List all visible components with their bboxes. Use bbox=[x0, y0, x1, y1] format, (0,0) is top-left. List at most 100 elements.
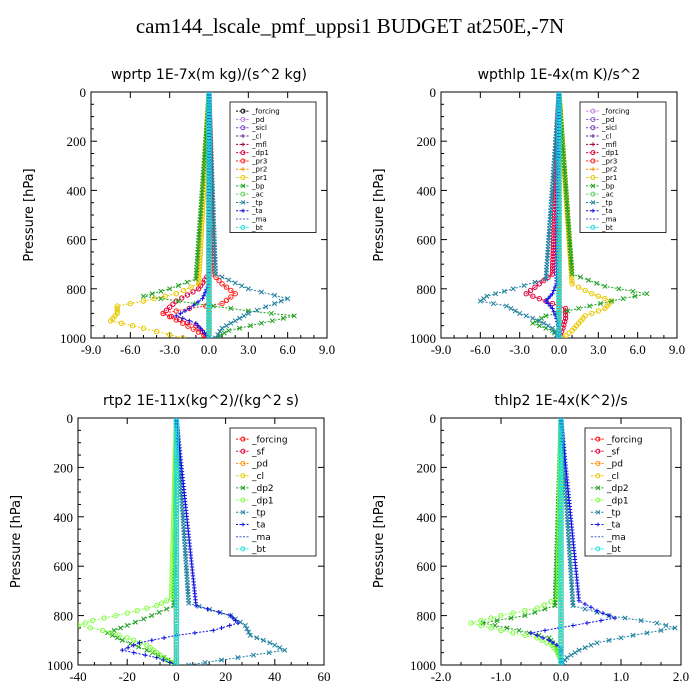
data-point bbox=[210, 303, 216, 309]
legend-entry: _pd bbox=[591, 460, 623, 470]
legend-label: _sf bbox=[606, 447, 620, 457]
x-tick-label: 6.0 bbox=[280, 342, 296, 357]
data-point bbox=[570, 603, 576, 609]
data-point bbox=[556, 187, 562, 193]
series-ta bbox=[120, 418, 241, 665]
data-point bbox=[118, 320, 125, 326]
data-point bbox=[140, 298, 147, 304]
data-point bbox=[558, 433, 564, 439]
data-point bbox=[168, 592, 175, 599]
data-point bbox=[558, 424, 564, 430]
legend-label: _bp bbox=[601, 182, 615, 190]
data-point bbox=[556, 216, 562, 223]
legend-marker bbox=[595, 546, 601, 552]
data-point bbox=[468, 620, 474, 626]
legend-label: _dp1 bbox=[601, 149, 619, 157]
data-point bbox=[235, 655, 241, 661]
y-tick-label: 200 bbox=[54, 460, 74, 475]
data-point bbox=[558, 430, 564, 436]
data-point bbox=[545, 296, 551, 301]
x-tick-label: -6.0 bbox=[470, 342, 491, 357]
legend-marker bbox=[240, 183, 246, 189]
data-point bbox=[173, 507, 180, 513]
data-point bbox=[198, 325, 203, 331]
data-point bbox=[202, 330, 207, 336]
data-point bbox=[167, 286, 173, 292]
data-point bbox=[173, 504, 180, 510]
data-point bbox=[219, 281, 225, 287]
data-point bbox=[173, 474, 180, 481]
y-tick-label: 200 bbox=[67, 134, 87, 149]
y-tick-label: 800 bbox=[54, 609, 74, 624]
data-point bbox=[90, 617, 96, 624]
data-point bbox=[173, 433, 180, 439]
data-point bbox=[206, 166, 212, 172]
legend-marker bbox=[590, 158, 596, 164]
data-point bbox=[556, 118, 562, 125]
data-point bbox=[492, 622, 498, 629]
data-point bbox=[530, 293, 536, 299]
data-point bbox=[173, 623, 180, 630]
legend-label: _sf bbox=[251, 447, 265, 457]
legend-entry: _bt bbox=[586, 224, 613, 232]
data-point bbox=[173, 442, 180, 448]
data-point bbox=[206, 178, 212, 184]
legend-marker bbox=[595, 461, 601, 466]
data-point bbox=[154, 603, 160, 609]
data-point bbox=[528, 630, 534, 636]
data-point bbox=[235, 620, 241, 626]
data-point bbox=[480, 620, 486, 626]
data-point bbox=[99, 627, 106, 634]
data-point bbox=[173, 653, 180, 659]
legend-label: _ma bbox=[251, 216, 267, 224]
data-point bbox=[490, 301, 496, 307]
legend-label: _dp1 bbox=[251, 496, 274, 506]
legend-label: _pd bbox=[606, 460, 623, 470]
data-point bbox=[558, 650, 564, 656]
data-point bbox=[556, 335, 562, 338]
data-point bbox=[206, 142, 212, 149]
data-point bbox=[278, 298, 284, 304]
data-point bbox=[556, 133, 562, 140]
legend-label: _dp2 bbox=[606, 484, 629, 494]
y-tick-label: 600 bbox=[54, 559, 74, 574]
data-point bbox=[556, 311, 562, 317]
data-point bbox=[552, 328, 558, 334]
data-point bbox=[504, 625, 510, 631]
data-point bbox=[173, 584, 180, 591]
y-tick-label: 400 bbox=[54, 510, 74, 525]
legend-marker bbox=[590, 200, 596, 205]
data-point bbox=[173, 629, 180, 635]
data-point bbox=[173, 573, 180, 579]
legend-entry: _tp bbox=[591, 508, 621, 518]
data-point bbox=[160, 310, 166, 317]
data-point bbox=[541, 277, 547, 284]
data-point bbox=[173, 453, 180, 460]
legend-label: _sicl bbox=[251, 124, 267, 132]
data-point bbox=[173, 602, 180, 609]
data-point bbox=[551, 224, 557, 230]
data-point bbox=[200, 328, 205, 333]
legend-label: _dp2 bbox=[251, 484, 274, 494]
data-point bbox=[556, 115, 562, 122]
data-point bbox=[151, 295, 158, 302]
data-point bbox=[173, 558, 180, 564]
data-point bbox=[206, 246, 212, 252]
data-point bbox=[120, 647, 125, 653]
data-point bbox=[512, 308, 518, 314]
y-tick-label: 0 bbox=[67, 411, 74, 426]
y-tick-label: 1000 bbox=[47, 658, 73, 673]
data-point bbox=[630, 632, 636, 638]
data-point bbox=[558, 611, 564, 618]
data-point bbox=[169, 586, 175, 593]
data-point bbox=[206, 98, 212, 104]
data-point bbox=[536, 318, 542, 324]
legend-marker bbox=[590, 175, 596, 181]
data-point bbox=[168, 595, 175, 602]
data-point bbox=[228, 305, 234, 312]
legend-entry: _pr2 bbox=[236, 166, 267, 174]
data-point bbox=[558, 483, 564, 490]
data-point bbox=[616, 286, 622, 292]
legend-marker bbox=[240, 436, 246, 442]
data-point bbox=[549, 271, 556, 277]
